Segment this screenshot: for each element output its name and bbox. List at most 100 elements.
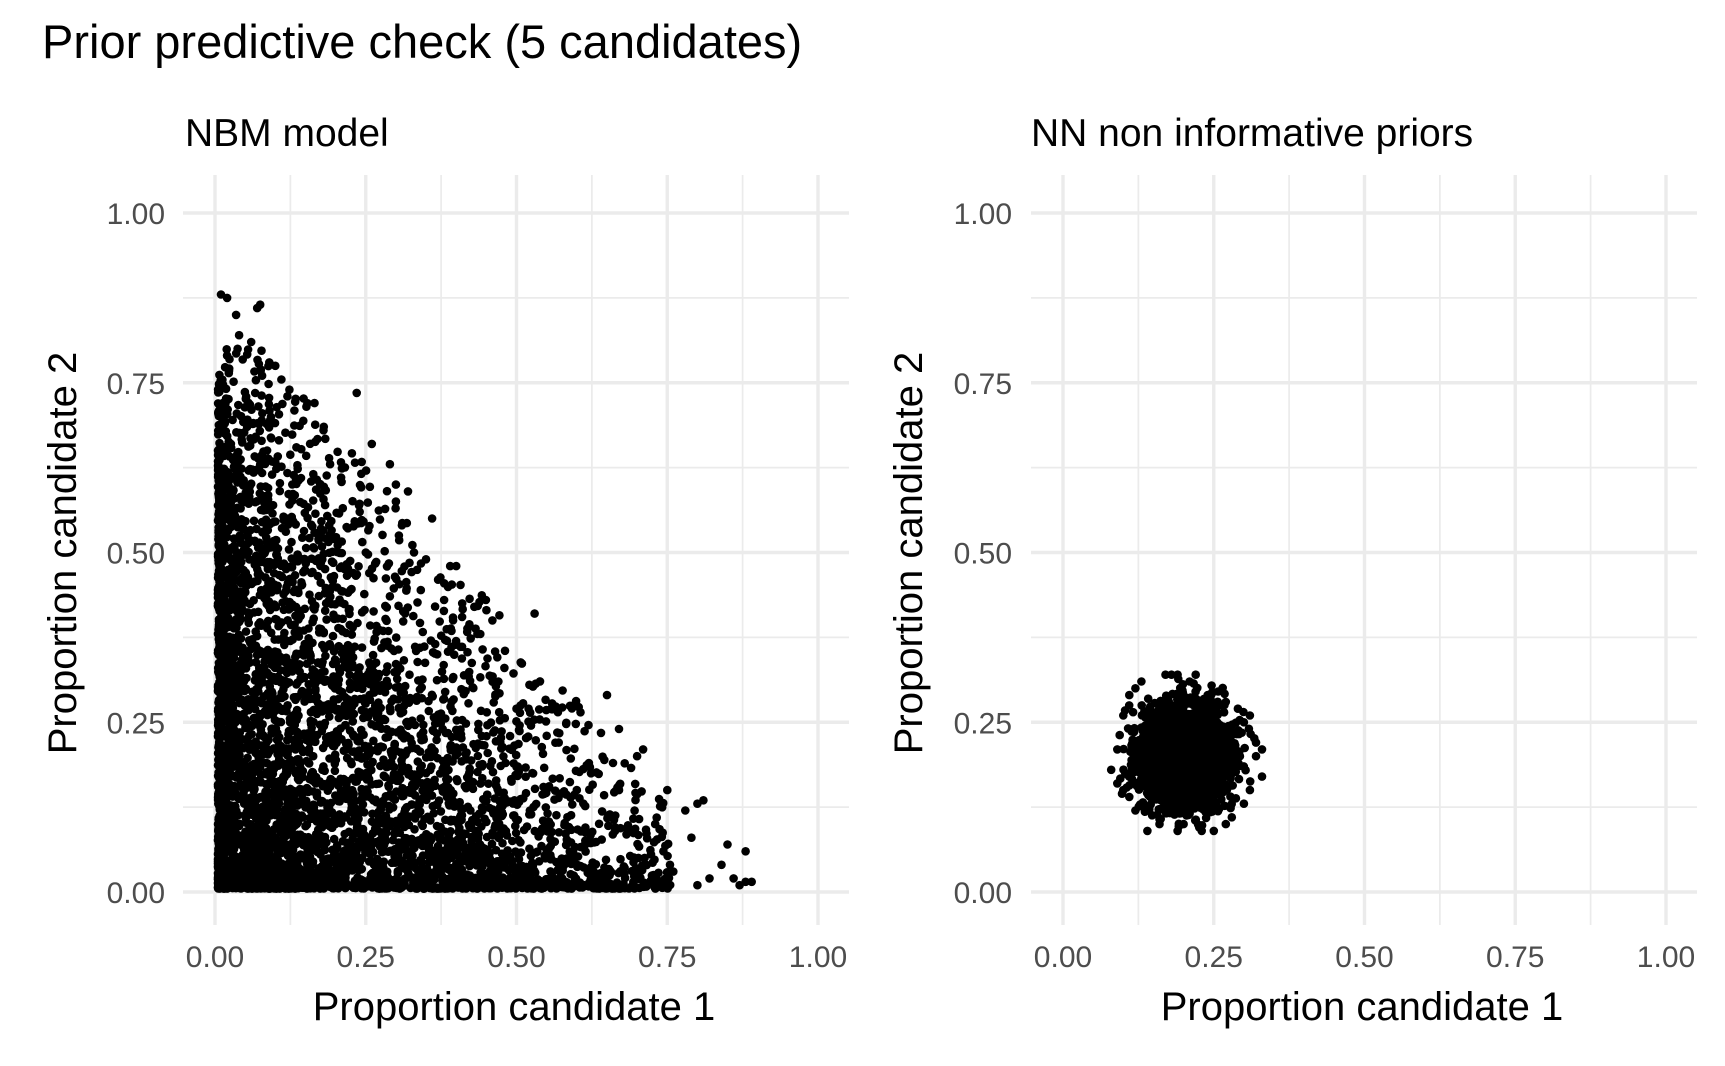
data-point [229, 377, 238, 387]
data-point [482, 817, 491, 827]
data-point [362, 877, 372, 887]
data-point [382, 562, 392, 571]
data-point [705, 874, 714, 883]
data-point [516, 701, 525, 710]
data-point [343, 640, 353, 650]
data-point [325, 548, 334, 558]
data-point [358, 537, 367, 547]
data-point [228, 677, 238, 686]
data-point [325, 734, 334, 744]
data-point [257, 391, 266, 400]
data-point [267, 701, 277, 710]
data-point [293, 464, 303, 474]
data-point [516, 848, 526, 857]
data-point [225, 809, 234, 819]
data-point [315, 558, 324, 568]
data-point [319, 422, 329, 432]
data-point [275, 478, 285, 488]
data-point [439, 695, 448, 704]
data-point [236, 521, 245, 531]
data-point [244, 801, 253, 811]
data-point [438, 848, 448, 857]
data-point [481, 661, 490, 671]
data-point [616, 823, 625, 833]
data-point [301, 876, 311, 886]
data-point [275, 486, 285, 496]
data-point [221, 500, 231, 510]
data-point [316, 798, 326, 807]
data-point [213, 450, 223, 460]
data-point [244, 636, 254, 645]
data-point [405, 836, 414, 846]
data-point [214, 510, 223, 519]
data-point [497, 727, 506, 736]
data-point [393, 869, 403, 878]
data-point [528, 769, 538, 778]
data-point [492, 809, 501, 818]
data-point [430, 602, 440, 611]
data-point [525, 844, 534, 853]
data-point [401, 750, 410, 759]
data-point [530, 784, 540, 794]
data-point [442, 636, 452, 646]
data-point [277, 375, 286, 384]
data-point [287, 793, 297, 803]
data-point [584, 720, 593, 730]
data-point [274, 410, 284, 419]
data-point [335, 668, 345, 677]
data-point [439, 674, 449, 684]
data-point [476, 779, 485, 788]
data-point [325, 712, 334, 721]
data-point [358, 684, 367, 694]
data-point [567, 825, 576, 835]
data-point [427, 514, 437, 523]
data-point [426, 782, 436, 792]
data-point [541, 695, 550, 705]
data-point [266, 600, 275, 610]
data-point [231, 568, 241, 577]
data-point [395, 579, 404, 589]
data-point [340, 692, 350, 702]
data-point [384, 762, 393, 771]
data-point [360, 605, 369, 615]
data-point [311, 737, 320, 746]
data-point [339, 707, 349, 717]
data-point [427, 690, 437, 700]
data-point [526, 721, 536, 730]
data-point [521, 763, 530, 772]
data-point [498, 828, 508, 838]
data-point [493, 653, 502, 662]
data-point [464, 699, 473, 708]
data-point [526, 810, 536, 819]
data-point [261, 769, 271, 779]
data-point [219, 699, 229, 708]
data-point [226, 515, 235, 524]
data-point [681, 806, 690, 815]
data-point [482, 872, 492, 881]
data-point [231, 349, 241, 358]
data-point [516, 658, 525, 667]
data-point [411, 646, 421, 656]
x-tick-label: 0.00 [186, 941, 244, 974]
data-point [311, 509, 320, 518]
data-point [717, 860, 726, 870]
data-point [557, 789, 566, 798]
data-point [287, 430, 297, 439]
data-point [249, 516, 259, 526]
data-point [255, 731, 265, 740]
data-point [268, 689, 277, 698]
data-point [221, 384, 231, 394]
data-point [290, 397, 300, 407]
data-point [638, 745, 648, 754]
data-point [606, 867, 616, 877]
data-point [228, 488, 237, 497]
panel-nbm-x-tick-labels: 0.00 0.25 0.50 0.75 1.00 [186, 941, 847, 974]
data-point [264, 790, 274, 800]
data-point [456, 580, 465, 590]
data-point [234, 330, 244, 340]
data-point [488, 831, 498, 840]
data-point [302, 851, 311, 861]
data-point [296, 611, 306, 621]
data-point [391, 633, 401, 642]
data-point [419, 720, 428, 730]
